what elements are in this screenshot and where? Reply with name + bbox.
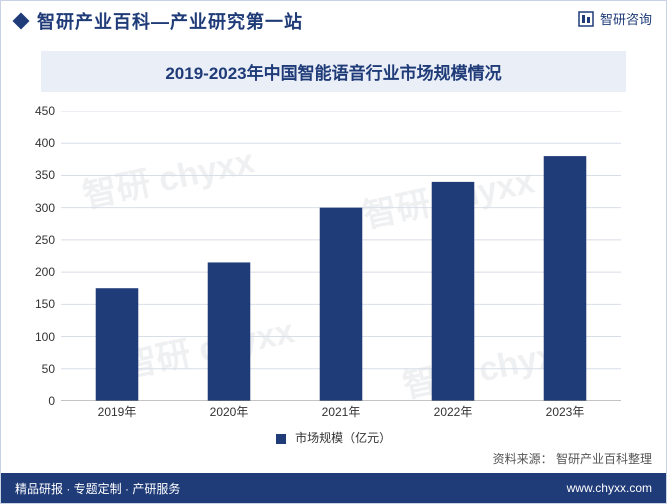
chart-title: 2019-2023年中国智能语音行业市场规模情况 bbox=[41, 51, 626, 92]
brand-logo-icon bbox=[578, 11, 594, 27]
y-tick-label: 250 bbox=[19, 233, 55, 247]
header-title: 智研产业百科—产业研究第一站 bbox=[37, 8, 303, 34]
footer: 精品研报 · 专题定制 · 产研服务 www.chyxx.com bbox=[1, 473, 666, 503]
y-tick-label: 150 bbox=[19, 297, 55, 311]
source-prefix: 资料来源： bbox=[493, 452, 553, 466]
source-text: 智研产业百科整理 bbox=[556, 452, 652, 466]
diamond-icon bbox=[13, 13, 30, 30]
y-tick-label: 100 bbox=[19, 330, 55, 344]
source-line: 资料来源： 智研产业百科整理 bbox=[493, 450, 652, 467]
legend-swatch bbox=[276, 434, 286, 444]
footer-left: 精品研报 · 专题定制 · 产研服务 bbox=[15, 480, 180, 497]
brand-name: 智研咨询 bbox=[600, 9, 652, 28]
legend-label: 市场规模（亿元） bbox=[295, 431, 391, 445]
x-tick-label: 2020年 bbox=[210, 403, 249, 420]
x-tick-label: 2021年 bbox=[322, 403, 361, 420]
y-tick-label: 0 bbox=[19, 394, 55, 408]
y-tick-label: 400 bbox=[19, 136, 55, 150]
y-tick-label: 300 bbox=[19, 201, 55, 215]
x-tick-label: 2022年 bbox=[434, 403, 473, 420]
legend: 市场规模（亿元） bbox=[1, 429, 666, 446]
y-tick-label: 50 bbox=[19, 362, 55, 376]
chart-card: 智研产业百科—产业研究第一站 智研咨询 2019-2023年中国智能语音行业市场… bbox=[0, 0, 667, 504]
header-brand: 智研咨询 bbox=[578, 9, 652, 28]
footer-right: www.chyxx.com bbox=[567, 481, 652, 495]
x-tick-label: 2023年 bbox=[546, 403, 585, 420]
y-tick-label: 450 bbox=[19, 104, 55, 118]
y-axis-labels: 050100150200250300350400450 bbox=[19, 111, 55, 401]
y-tick-label: 200 bbox=[19, 265, 55, 279]
bar-chart bbox=[61, 111, 621, 401]
x-axis-labels: 2019年 2020年 2021年 2022年 2023年 bbox=[61, 403, 621, 421]
x-tick-label: 2019年 bbox=[98, 403, 137, 420]
header: 智研产业百科—产业研究第一站 智研咨询 bbox=[1, 1, 666, 41]
y-tick-label: 350 bbox=[19, 168, 55, 182]
